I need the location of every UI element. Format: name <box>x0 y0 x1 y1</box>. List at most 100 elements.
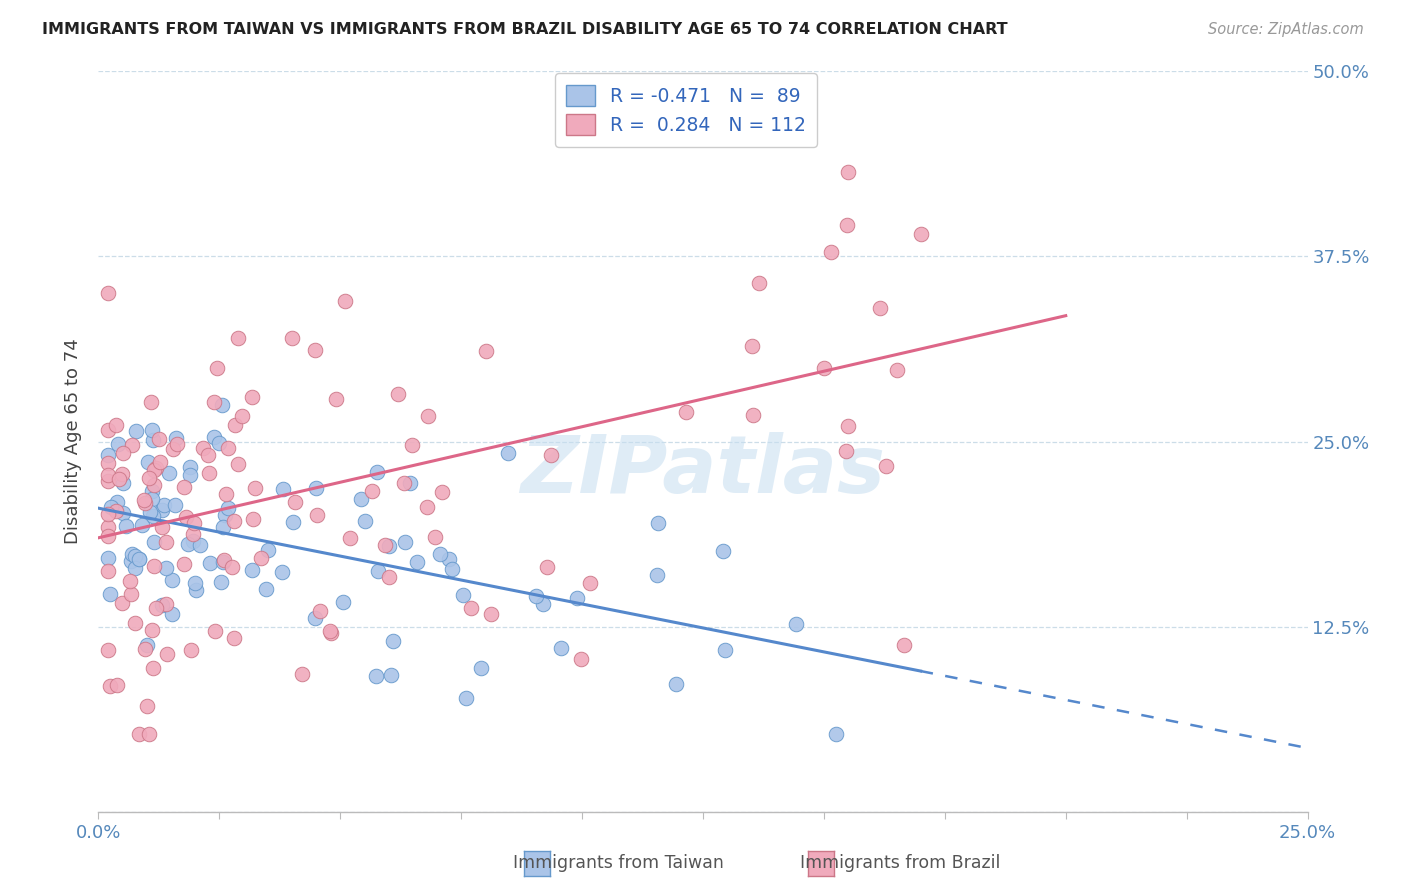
Point <box>221 560 243 574</box>
Point <box>281 330 304 344</box>
Point <box>416 409 439 424</box>
Point <box>212 520 235 534</box>
Point <box>135 699 157 714</box>
Point <box>212 555 235 569</box>
Point <box>166 437 188 451</box>
Point <box>97 565 120 579</box>
Point <box>204 624 226 639</box>
Point <box>454 690 477 705</box>
Point <box>441 562 464 576</box>
Point <box>381 633 404 648</box>
Point <box>319 626 342 640</box>
Point <box>825 727 848 741</box>
Point <box>813 361 835 376</box>
Point <box>222 631 245 645</box>
Point <box>470 661 492 675</box>
Point <box>837 419 859 434</box>
Point <box>157 467 180 481</box>
Point <box>188 538 211 552</box>
Point <box>105 494 128 508</box>
Point <box>647 516 669 530</box>
Point <box>202 430 225 444</box>
Point <box>451 588 474 602</box>
Point <box>150 598 173 612</box>
Point <box>135 638 157 652</box>
Point <box>423 530 446 544</box>
Point <box>893 638 915 652</box>
Point <box>98 587 121 601</box>
Point <box>910 227 932 242</box>
Point <box>165 431 187 445</box>
Point <box>177 537 200 551</box>
Point <box>134 493 156 508</box>
Point <box>160 574 183 588</box>
Point <box>148 432 170 446</box>
Point <box>131 517 153 532</box>
Point <box>145 461 167 475</box>
Point <box>143 463 166 477</box>
Text: Source: ZipAtlas.com: Source: ZipAtlas.com <box>1208 22 1364 37</box>
Point <box>121 438 143 452</box>
Point <box>281 515 304 529</box>
Point <box>97 424 120 438</box>
Text: Immigrants from Brazil: Immigrants from Brazil <box>800 855 1000 872</box>
Point <box>197 449 219 463</box>
Point <box>550 640 572 655</box>
Point <box>339 531 361 545</box>
Point <box>398 476 420 491</box>
Point <box>240 390 263 404</box>
Point <box>118 574 141 588</box>
Point <box>105 418 128 433</box>
Point <box>128 726 150 740</box>
Point <box>141 423 163 437</box>
Point <box>97 456 120 470</box>
Point <box>224 417 246 432</box>
Point <box>163 498 186 512</box>
Point <box>124 615 146 630</box>
Point <box>250 550 273 565</box>
Point <box>711 544 734 558</box>
Point <box>180 643 202 657</box>
Point <box>143 558 166 573</box>
Point <box>366 669 388 683</box>
Point <box>209 575 232 590</box>
Point <box>97 520 120 534</box>
Point <box>143 478 166 492</box>
Point <box>415 500 437 515</box>
Point <box>886 363 908 377</box>
Point <box>429 547 451 561</box>
Point <box>150 520 173 534</box>
Point <box>100 500 122 514</box>
Point <box>136 455 159 469</box>
Point <box>141 484 163 499</box>
Point <box>184 582 207 597</box>
Point <box>141 395 163 409</box>
Point <box>179 468 201 483</box>
Point <box>153 498 176 512</box>
Point <box>741 339 763 353</box>
Point <box>125 424 148 438</box>
Point <box>181 533 204 548</box>
Point <box>149 455 172 469</box>
Point <box>111 467 134 482</box>
Point <box>430 485 453 500</box>
Point <box>97 508 120 522</box>
Point <box>138 727 160 741</box>
Point <box>198 556 221 570</box>
Point <box>714 643 737 657</box>
Point <box>124 549 146 563</box>
Point <box>112 475 135 490</box>
Point <box>198 467 221 481</box>
Point <box>142 509 165 524</box>
Point <box>104 504 127 518</box>
Point <box>394 535 416 549</box>
Point <box>97 528 120 542</box>
Point <box>875 458 897 473</box>
Point <box>97 448 120 462</box>
Point <box>479 607 502 621</box>
Point <box>835 443 858 458</box>
Point <box>569 652 592 666</box>
Point <box>304 343 326 358</box>
Point <box>578 575 600 590</box>
Point <box>222 515 245 529</box>
